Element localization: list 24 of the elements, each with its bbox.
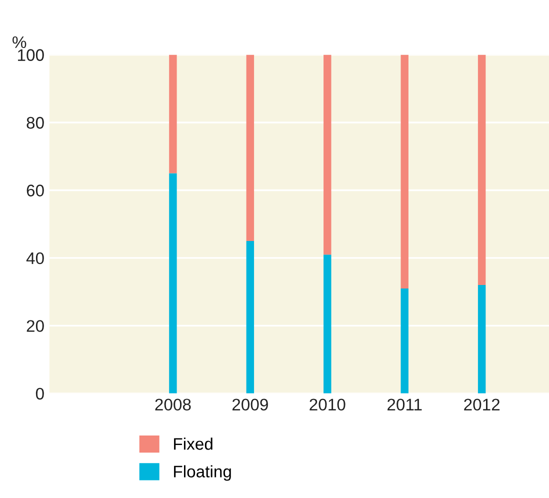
y-tick-label: 0 [36,388,44,400]
bar [246,54,254,242]
bar [400,54,408,288]
y-tick-label: 60 [26,184,44,196]
y-axis-title: % [12,36,26,48]
legend-label: Fixed [174,438,212,450]
bar [169,173,177,394]
x-tick-label: 2012 [464,398,500,411]
x-tick-label: 2009 [232,398,268,411]
bar [400,288,408,394]
legend-label: Floating [174,465,231,481]
y-tick-label: 100 [18,49,44,61]
x-tick-label: 2011 [388,398,422,411]
bar [324,54,332,255]
y-tick-label: 40 [26,252,44,264]
y-tick-label: 80 [26,116,44,129]
bar [478,54,486,286]
bar [478,285,486,394]
bar [324,254,332,394]
y-tick-label: 20 [26,320,44,332]
x-tick-label: 2010 [310,398,346,411]
bar [169,54,177,174]
bar [246,241,254,394]
x-tick-label: 2008 [155,398,191,411]
